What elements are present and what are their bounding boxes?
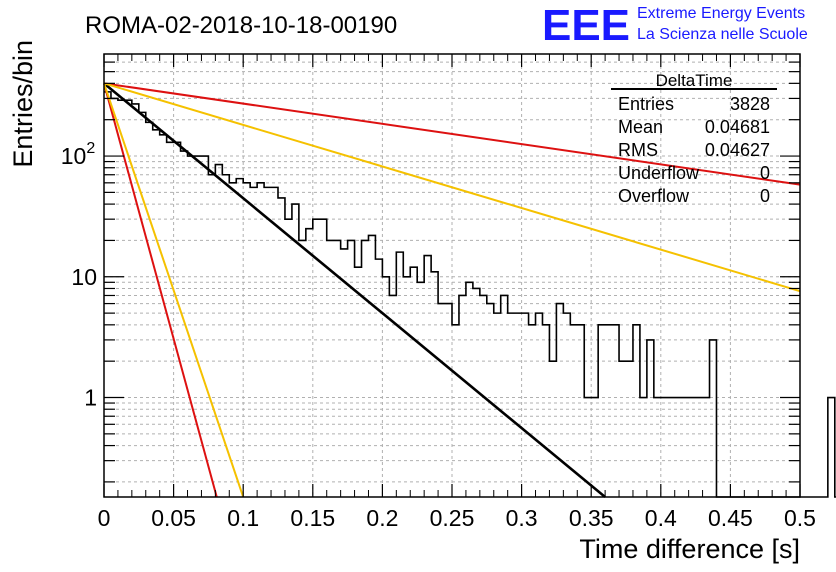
series-line (103, 82, 801, 186)
series-line (103, 82, 606, 499)
org-name-line1: Extreme Energy Events (637, 5, 805, 22)
stats-label: Overflow (618, 186, 690, 206)
x-tick-label: 0.2 (366, 505, 398, 531)
x-tick-label: 0.05 (151, 505, 196, 531)
run-title: ROMA-02-2018-10-18-00190 (85, 12, 397, 39)
x-tick-label: 0.15 (290, 505, 335, 531)
y-tick-label: 102 (61, 140, 96, 169)
x-tick-label: 0.4 (645, 505, 677, 531)
histogram-bars (104, 91, 836, 498)
eee-logo: EEE (542, 1, 630, 50)
x-tick-label: 0 (98, 505, 111, 531)
stats-value: 0.04627 (705, 140, 770, 160)
series-line (103, 83, 245, 498)
stats-label: Underflow (618, 163, 700, 183)
stats-value: 3828 (730, 94, 770, 114)
series-line (103, 82, 801, 293)
y-tick-label: 1 (84, 385, 97, 411)
stats-value: 0.04681 (705, 117, 770, 137)
x-tick-label: 0.3 (506, 505, 538, 531)
x-tick-label: 0.45 (708, 505, 753, 531)
fit-curves (103, 82, 801, 499)
x-axis-label: Time difference [s] (579, 534, 800, 564)
stats-label: Entries (618, 94, 674, 114)
stats-value: 0 (760, 186, 770, 206)
stats-label: Mean (618, 117, 663, 137)
x-tick-label: 0.1 (227, 505, 259, 531)
histogram-outline (104, 91, 836, 498)
stats-label: RMS (618, 140, 658, 160)
stats-box-title: DeltaTime (656, 71, 733, 90)
x-axis-ticks: 0 0.05 0.1 0.15 0.2 0.25 0.3 0.35 0.4 0.45 0.5 (98, 54, 816, 531)
stats-value: 0 (760, 163, 770, 183)
org-name-line2: La Scienza nelle Scuole (637, 26, 808, 43)
y-axis-label: Entries/bin (8, 40, 38, 168)
y-tick-label: 10 (71, 264, 97, 290)
grid-lines (104, 54, 800, 497)
y-axis-ticks: 102 10 1 (61, 61, 800, 483)
series-line (103, 83, 218, 498)
x-tick-label: 0.5 (784, 505, 816, 531)
stats-box: DeltaTime Entries 3828 Mean 0.04681 RMS 0.046… (611, 71, 777, 206)
x-tick-label: 0.25 (430, 505, 475, 531)
x-tick-label: 0.35 (569, 505, 614, 531)
